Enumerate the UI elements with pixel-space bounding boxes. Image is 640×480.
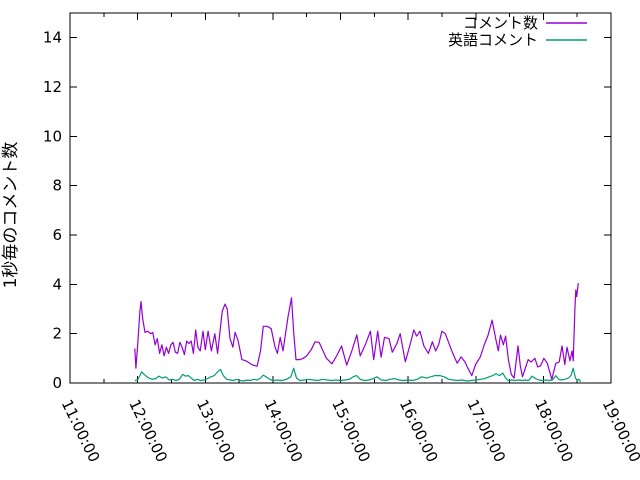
y-tick-label: 14 xyxy=(43,29,62,47)
y-tick-label: 0 xyxy=(52,374,62,392)
y-tick-label: 10 xyxy=(43,127,62,145)
x-tick-label: 11:00:00 xyxy=(58,397,104,465)
legend-label-english-comments: 英語コメント xyxy=(448,31,538,49)
x-tick-label: 17:00:00 xyxy=(463,397,509,465)
x-axis-ticks: 11:00:00 12:00:00 13:00:00 14:00:00 15:00:00… xyxy=(58,13,640,465)
series-line-english-comments xyxy=(134,367,582,383)
y-axis-ticks: 0 2 4 6 8 10 12 14 xyxy=(43,29,611,392)
x-tick-label: 19:00:00 xyxy=(599,397,640,465)
y-tick-label: 12 xyxy=(43,78,62,96)
legend-label-comments: コメント数 xyxy=(463,14,538,32)
legend: コメント数 英語コメント xyxy=(448,14,587,49)
x-tick-label: 18:00:00 xyxy=(531,397,577,465)
y-tick-label: 8 xyxy=(52,177,62,195)
x-tick-label: 13:00:00 xyxy=(193,397,239,465)
y-axis-title: 1秒毎のコメント数 xyxy=(1,142,21,289)
y-tick-label: 2 xyxy=(52,325,62,343)
plot-border xyxy=(69,12,612,384)
legend-item-english-comments: 英語コメント xyxy=(448,31,587,49)
x-tick-label: 15:00:00 xyxy=(328,397,374,465)
x-tick-label: 12:00:00 xyxy=(125,397,171,465)
plot-border-rect xyxy=(69,12,612,384)
series-line-comments xyxy=(134,283,579,380)
legend-item-comments: コメント数 xyxy=(463,14,587,32)
y-tick-label: 6 xyxy=(52,226,62,244)
x-tick-label: 14:00:00 xyxy=(261,397,307,465)
y-tick-label: 4 xyxy=(52,275,62,293)
x-tick-label: 16:00:00 xyxy=(396,397,442,465)
data-series xyxy=(134,283,582,383)
